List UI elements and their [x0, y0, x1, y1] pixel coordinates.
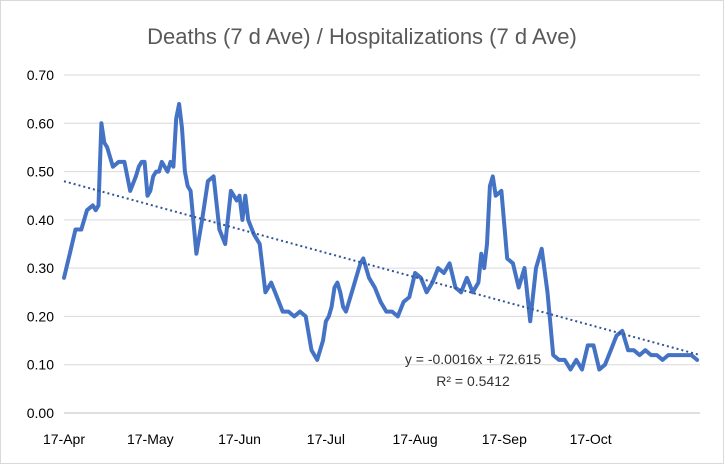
x-tick-label: 17-Apr — [43, 431, 85, 447]
chart-title: Deaths (7 d Ave) / Hospitalizations (7 d… — [147, 24, 577, 49]
x-tick-label: 17-Aug — [393, 431, 438, 447]
x-tick-label: 17-Oct — [570, 431, 612, 447]
y-tick-label: 0.30 — [27, 260, 54, 276]
series-group — [62, 102, 700, 372]
series-line — [62, 102, 700, 372]
x-axis-ticks: 17-Apr 17-May 17-Jun 17-Jul 17-Aug 17-Sep 17-O… — [43, 431, 612, 447]
y-tick-label: 0.60 — [27, 115, 54, 131]
y-tick-label: 0.10 — [27, 357, 54, 373]
x-tick-label: 17-Jun — [218, 431, 261, 447]
x-tick-label: 17-Sep — [482, 431, 527, 447]
trendline-equation: y = -0.0016x + 72.615 — [405, 351, 541, 367]
gridlines — [64, 74, 700, 366]
y-tick-label: 0.50 — [27, 164, 54, 180]
x-tick-label: 17-May — [127, 431, 174, 447]
y-tick-label: 0.40 — [27, 212, 54, 228]
x-tick-label: 17-Jul — [307, 431, 345, 447]
y-tick-label: 0.20 — [27, 308, 54, 324]
y-axis-ticks: 0.00 0.10 0.20 0.30 0.40 0.50 0.60 0.70 — [27, 67, 54, 421]
y-tick-label: 0.70 — [27, 67, 54, 83]
trendline-r-squared: R² = 0.5412 — [436, 373, 510, 389]
y-tick-label: 0.00 — [27, 405, 54, 421]
